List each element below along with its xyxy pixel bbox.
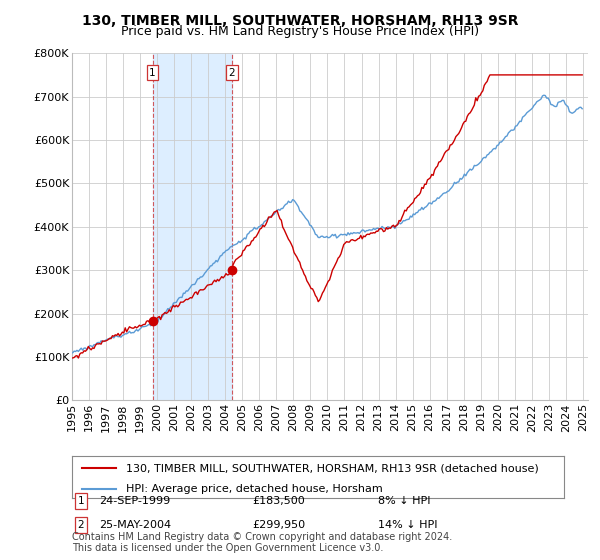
Text: £299,950: £299,950 <box>252 520 305 530</box>
Text: 2: 2 <box>77 520 85 530</box>
Text: Contains HM Land Registry data © Crown copyright and database right 2024.
This d: Contains HM Land Registry data © Crown c… <box>72 531 452 553</box>
Text: 24-SEP-1999: 24-SEP-1999 <box>99 496 170 506</box>
Text: Price paid vs. HM Land Registry's House Price Index (HPI): Price paid vs. HM Land Registry's House … <box>121 25 479 38</box>
Text: HPI: Average price, detached house, Horsham: HPI: Average price, detached house, Hors… <box>126 484 383 494</box>
Text: 14% ↓ HPI: 14% ↓ HPI <box>378 520 437 530</box>
Text: 1: 1 <box>149 68 156 78</box>
Bar <box>152 53 232 400</box>
Text: 130, TIMBER MILL, SOUTHWATER, HORSHAM, RH13 9SR: 130, TIMBER MILL, SOUTHWATER, HORSHAM, R… <box>82 14 518 28</box>
Text: £183,500: £183,500 <box>252 496 305 506</box>
Text: 130, TIMBER MILL, SOUTHWATER, HORSHAM, RH13 9SR (detached house): 130, TIMBER MILL, SOUTHWATER, HORSHAM, R… <box>126 463 539 473</box>
Text: 2: 2 <box>229 68 235 78</box>
Text: 8% ↓ HPI: 8% ↓ HPI <box>378 496 431 506</box>
Text: 1: 1 <box>77 496 85 506</box>
Text: 25-MAY-2004: 25-MAY-2004 <box>99 520 171 530</box>
